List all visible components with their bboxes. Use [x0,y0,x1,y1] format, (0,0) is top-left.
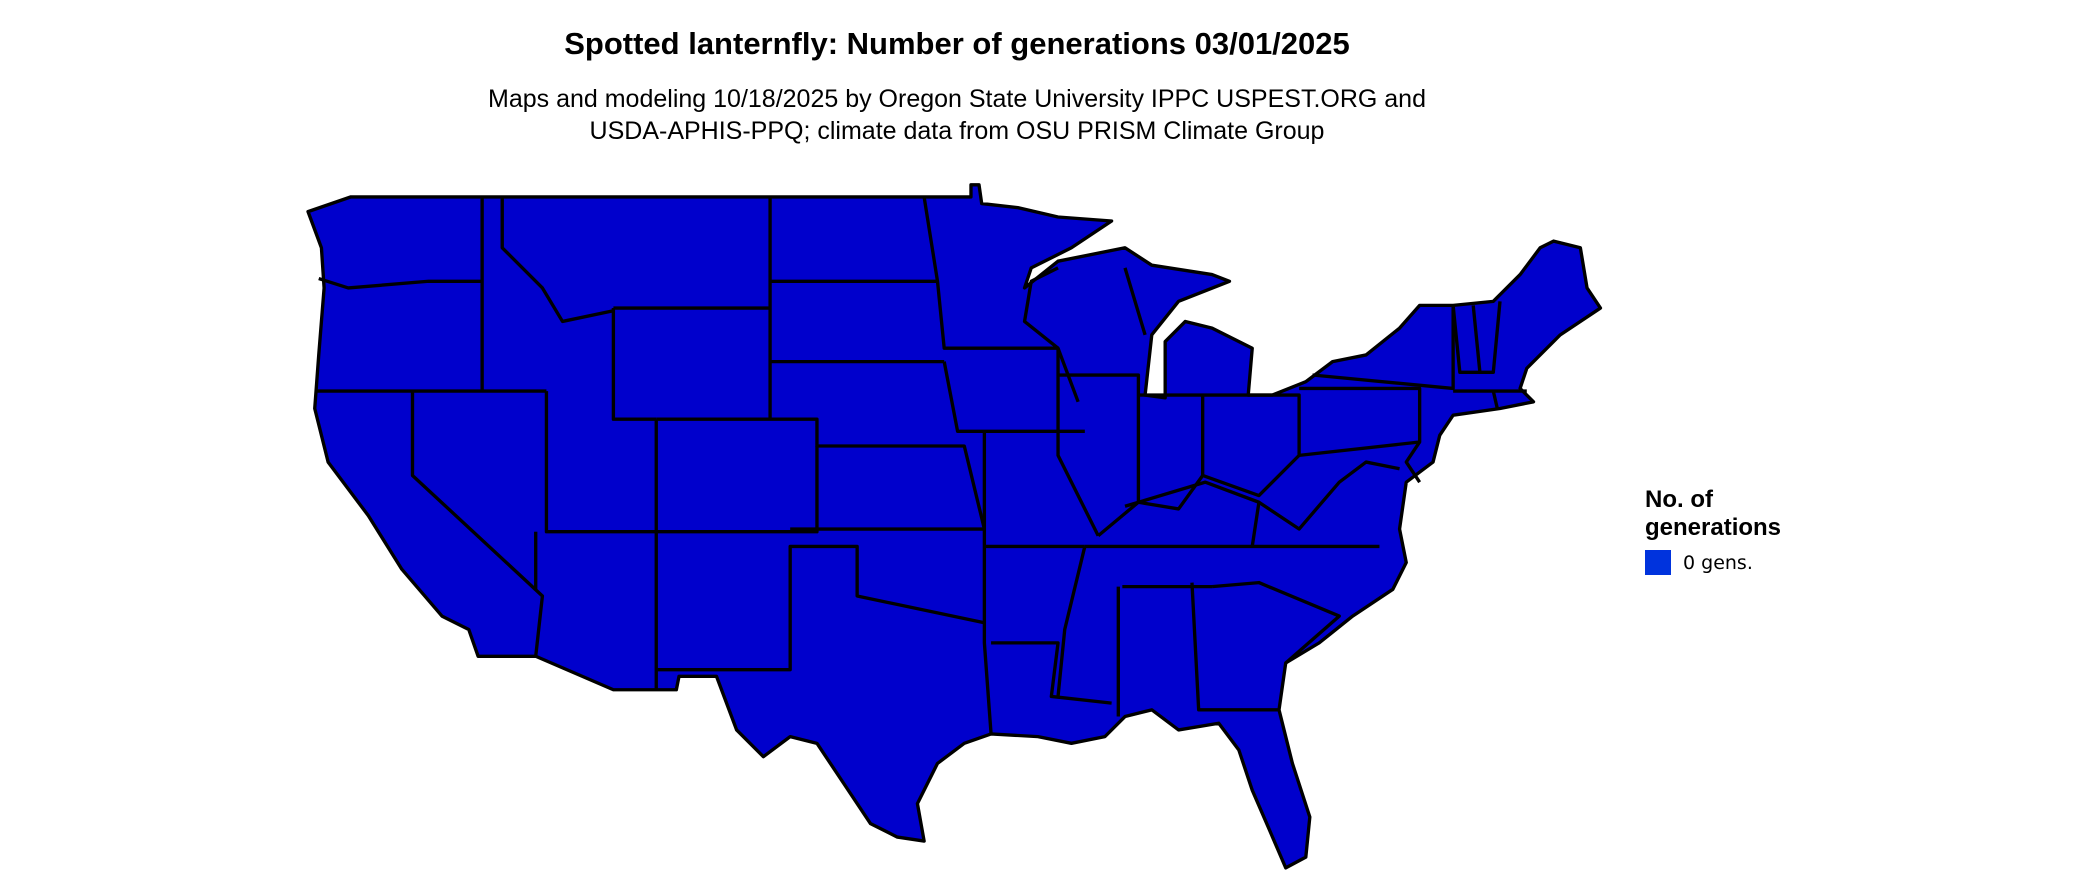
state-borders [317,196,1527,735]
legend-label: 0 gens. [1683,551,1753,574]
legend: No. of generations 0 gens. [1645,486,1845,575]
map-title: Spotted lanternfly: Number of generation… [564,26,1350,61]
us-outline [306,183,1603,870]
legend-item: 0 gens. [1645,550,1845,575]
map-subtitle-line-1: Maps and modeling 10/18/2025 by Oregon S… [488,85,1426,113]
legend-title: No. of generations [1645,486,1782,541]
map-subtitle-line-2: USDA-APHIS-PPQ; climate data from OSU PR… [589,117,1325,145]
legend-swatch [1645,550,1671,575]
